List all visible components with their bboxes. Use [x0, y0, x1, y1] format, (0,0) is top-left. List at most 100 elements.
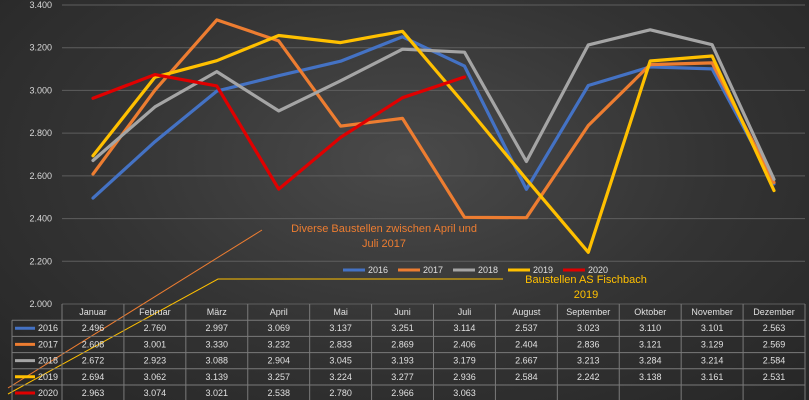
table-cell: 3.251: [391, 323, 414, 333]
table-row-label: 2016: [38, 323, 58, 333]
table-cell: 3.129: [701, 339, 724, 349]
series-line-2016: [91, 35, 776, 200]
table-header-cell: Juli: [458, 307, 472, 317]
table-cell: 3.179: [453, 356, 476, 366]
table-row-label: 2019: [38, 372, 58, 382]
y-tick-label: 2.800: [29, 128, 52, 138]
annotation-line: 2019: [574, 289, 598, 301]
legend: 2016 2017 2018 2019 2020: [343, 265, 608, 275]
table-header-cell: Oktober: [634, 307, 666, 317]
table-cell: 2.667: [515, 356, 538, 366]
series-line-2017: [91, 18, 776, 220]
table-header-cell: Januar: [79, 307, 107, 317]
table-cell: 3.139: [206, 372, 229, 382]
table-header-cell: August: [512, 307, 541, 317]
table-header-cell: Mai: [333, 307, 348, 317]
annotation-line: Baustellen AS Fischbach: [525, 274, 647, 286]
table-cell: 2.584: [515, 372, 538, 382]
table-cell: 3.257: [267, 372, 290, 382]
legend-label: 2017: [423, 265, 443, 275]
table-cell: 2.694: [82, 372, 105, 382]
table-cell: 2.672: [82, 356, 105, 366]
legend-label: 2018: [478, 265, 498, 275]
table-cell: 3.213: [577, 356, 600, 366]
legend-label: 2019: [533, 265, 553, 275]
annotation-text: Diverse Baustellen zwischen April und Jul…: [291, 223, 477, 250]
table-cell: 2.836: [577, 339, 600, 349]
y-tick-label: 2.600: [29, 171, 52, 181]
table-cell: 3.114: [454, 323, 476, 333]
table-cell: 3.330: [206, 339, 229, 349]
table-header-cell: Dezember: [753, 307, 795, 317]
y-axis: 2.000 2.200 2.400 2.600 2.800 3.000 3.200 3.400: [29, 0, 52, 309]
table-cell: 3.021: [206, 388, 229, 398]
table-cell: 2.780: [329, 388, 352, 398]
table-header-cell: September: [566, 307, 610, 317]
table-cell: 2.563: [763, 323, 786, 333]
table-cell: 3.023: [577, 323, 600, 333]
y-tick-label: 2.000: [29, 299, 52, 309]
table-cell: 2.936: [453, 372, 476, 382]
data-table: Januar Februar März April Mai Juni Juli August S…: [11, 304, 806, 400]
table-cell: 2.923: [144, 356, 167, 366]
annotation-text: Baustellen AS Fischbach 2019: [525, 274, 647, 301]
table-row-label: 2020: [38, 388, 58, 398]
annotation-line: Juli 2017: [362, 238, 406, 250]
table-cell: 2.904: [267, 356, 290, 366]
table-cell: 3.088: [206, 356, 229, 366]
table-cell: 3.045: [329, 356, 352, 366]
table-cell: 3.121: [639, 339, 662, 349]
table-header-cell: März: [207, 307, 227, 317]
table-cell: 2.537: [515, 323, 538, 333]
series-lines: [91, 18, 776, 254]
table-cell: 3.214: [701, 356, 724, 366]
table-cell: 2.242: [577, 372, 600, 382]
table-cell: 3.224: [329, 372, 352, 382]
legend-label: 2020: [588, 265, 608, 275]
annotation-leader-line: [7, 229, 263, 389]
table-cell: 3.232: [267, 339, 290, 349]
annotation-leader-line: [7, 278, 503, 395]
series-line-2019: [91, 29, 776, 254]
table-cell: 2.538: [267, 388, 290, 398]
y-tick-label: 2.200: [29, 256, 52, 266]
table-cell: 2.531: [763, 372, 786, 382]
table-cell: 2.496: [82, 323, 105, 333]
table-cell: 3.101: [701, 323, 724, 333]
annotation-leader-lines: [7, 229, 503, 395]
y-tick-label: 2.400: [29, 214, 52, 224]
table-cell: 2.406: [453, 339, 476, 349]
table-header-cell: Februar: [139, 307, 171, 317]
table-cell: 2.760: [144, 323, 167, 333]
table-cell: 2.569: [763, 339, 786, 349]
table-header-cell: April: [270, 307, 288, 317]
table-cell: 3.110: [639, 323, 661, 333]
table-cell: 3.277: [391, 372, 414, 382]
table-header-cell: Juni: [394, 307, 411, 317]
annotations: Diverse Baustellen zwischen April und Jul…: [291, 223, 647, 301]
table-row-label: 2018: [38, 356, 58, 366]
table-cell: 2.833: [329, 339, 352, 349]
table-cell: 3.138: [639, 372, 662, 382]
y-tick-label: 3.400: [29, 0, 52, 10]
table-cell: 3.284: [639, 356, 662, 366]
table-cell: 2.963: [82, 388, 105, 398]
table-cell: 2.608: [82, 339, 105, 349]
table-cell: 3.069: [267, 323, 290, 333]
table-cell: 3.137: [329, 323, 352, 333]
table-cell: 2.584: [763, 356, 786, 366]
table-cell: 3.161: [701, 372, 724, 382]
series-line-2020: [91, 73, 467, 191]
table-header-cell: November: [691, 307, 733, 317]
table-cell: 3.001: [144, 339, 167, 349]
table-cell: 3.193: [391, 356, 414, 366]
y-tick-label: 3.200: [29, 43, 52, 53]
table-cell: 2.997: [206, 323, 229, 333]
table-row-label: 2017: [38, 339, 58, 349]
table-cell: 2.966: [391, 388, 414, 398]
table-cell: 2.404: [515, 339, 538, 349]
table-cell: 3.074: [144, 388, 167, 398]
legend-label: 2016: [368, 265, 388, 275]
table-cell: 3.063: [453, 388, 476, 398]
